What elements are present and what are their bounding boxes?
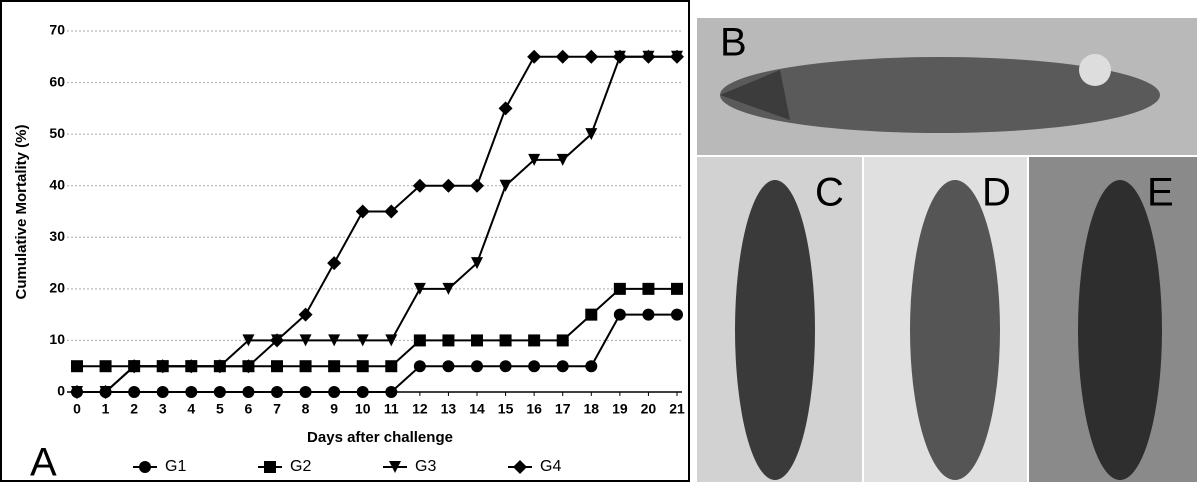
marker xyxy=(585,309,597,321)
x-tick-label: 13 xyxy=(441,401,457,417)
marker xyxy=(642,309,654,321)
x-tick-label: 9 xyxy=(330,401,338,417)
y-tick-label: 0 xyxy=(57,383,65,399)
x-tick-label: 8 xyxy=(302,401,310,417)
x-tick-label: 19 xyxy=(612,401,628,417)
x-tick-label: 2 xyxy=(130,401,138,417)
photo-b xyxy=(697,18,1197,155)
fish xyxy=(735,180,815,480)
x-tick-label: 10 xyxy=(355,401,371,417)
x-tick-label: 0 xyxy=(73,401,81,417)
panel-label: C xyxy=(815,171,844,215)
legend-label: G3 xyxy=(415,458,436,475)
marker xyxy=(214,386,226,398)
marker xyxy=(128,386,140,398)
x-tick-label: 18 xyxy=(583,401,599,417)
x-tick-label: 21 xyxy=(669,401,685,417)
legend-label: G1 xyxy=(165,458,186,475)
legend-label: G2 xyxy=(290,458,311,475)
x-tick-label: 1 xyxy=(102,401,110,417)
x-tick-label: 3 xyxy=(159,401,167,417)
y-tick-label: 20 xyxy=(49,280,65,296)
x-tick-label: 7 xyxy=(273,401,281,417)
marker xyxy=(357,386,369,398)
marker xyxy=(500,334,512,346)
marker xyxy=(471,334,483,346)
marker xyxy=(557,334,569,346)
panel-label: D xyxy=(982,171,1011,215)
marker xyxy=(271,386,283,398)
x-tick-label: 17 xyxy=(555,401,571,417)
legend-label: G4 xyxy=(540,458,561,475)
marker xyxy=(671,309,683,321)
y-axis-label: Cumulative Mortality (%) xyxy=(13,124,30,299)
y-tick-label: 60 xyxy=(49,73,65,89)
y-tick-label: 10 xyxy=(49,331,65,347)
marker xyxy=(614,283,626,295)
y-tick-label: 30 xyxy=(49,228,65,244)
page: {"chart_data": {"type": "line", "xlabel"… xyxy=(0,0,1197,482)
marker xyxy=(157,386,169,398)
x-tick-label: 20 xyxy=(641,401,657,417)
marker xyxy=(414,334,426,346)
marker xyxy=(471,360,483,372)
fish xyxy=(910,180,1000,480)
x-tick-label: 14 xyxy=(469,401,485,417)
y-tick-label: 40 xyxy=(49,176,65,192)
x-tick-label: 6 xyxy=(245,401,253,417)
figure: A B C D E Days after challenge Cumulativ… xyxy=(0,0,1197,482)
marker xyxy=(442,360,454,372)
marker xyxy=(300,360,312,372)
marker xyxy=(357,360,369,372)
marker xyxy=(100,360,112,372)
y-tick-label: 50 xyxy=(49,125,65,141)
marker xyxy=(671,283,683,295)
x-tick-label: 15 xyxy=(498,401,514,417)
x-tick-label: 5 xyxy=(216,401,224,417)
x-tick-label: 4 xyxy=(187,401,195,417)
marker xyxy=(328,360,340,372)
y-tick-label: 70 xyxy=(49,22,65,38)
x-tick-label: 11 xyxy=(384,401,399,417)
marker xyxy=(328,386,340,398)
marker xyxy=(300,386,312,398)
marker xyxy=(614,309,626,321)
marker xyxy=(242,386,254,398)
x-tick-label: 16 xyxy=(526,401,542,417)
marker xyxy=(585,360,597,372)
marker xyxy=(385,360,397,372)
marker xyxy=(264,461,276,473)
x-tick-label: 12 xyxy=(412,401,428,417)
marker xyxy=(271,360,283,372)
marker xyxy=(557,360,569,372)
fish-eye xyxy=(1079,54,1111,86)
marker xyxy=(528,334,540,346)
marker xyxy=(642,283,654,295)
marker xyxy=(185,386,197,398)
panel-label: A xyxy=(30,441,57,482)
marker xyxy=(500,360,512,372)
x-axis-label: Days after challenge xyxy=(307,429,453,446)
marker xyxy=(71,360,83,372)
marker xyxy=(414,360,426,372)
marker xyxy=(385,386,397,398)
marker xyxy=(442,334,454,346)
marker xyxy=(528,360,540,372)
panel-label: E xyxy=(1147,171,1174,215)
panel-label: B xyxy=(720,21,747,65)
marker xyxy=(139,461,151,473)
fish xyxy=(1078,180,1162,480)
